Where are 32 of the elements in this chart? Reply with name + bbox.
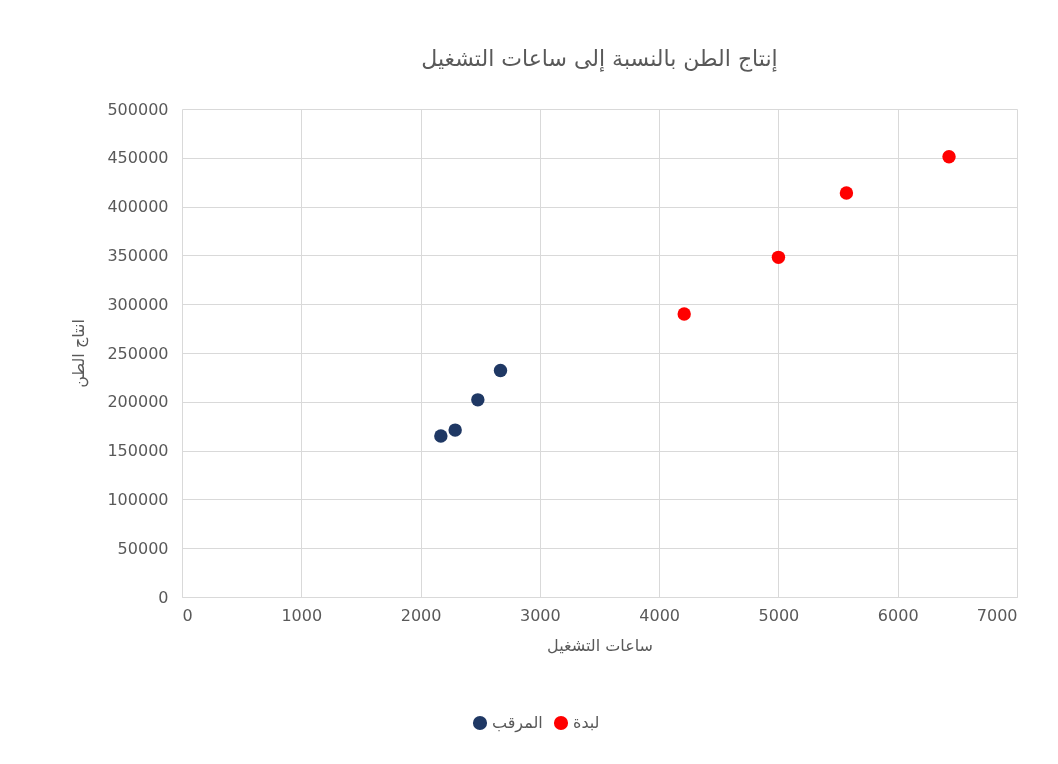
y-tick-label: 100000 [107, 489, 169, 509]
x-tick-label: 0 [182, 605, 193, 625]
y-tick-label: 50000 [117, 538, 169, 558]
chart-title: إنتاج الطن بالنسبة إلى ساعات التشغيل [421, 46, 778, 72]
y-tick-label: 450000 [107, 148, 169, 168]
legend-label: المرقب [492, 713, 543, 733]
point [493, 363, 508, 378]
x-tick-label: 4000 [639, 605, 680, 625]
point [942, 150, 956, 164]
point [471, 393, 485, 407]
y-axis-title: انتاج الطن [69, 319, 90, 388]
x-axis-title: ساعات التشغيل [547, 635, 653, 655]
x-tick-label: 5000 [758, 605, 800, 625]
x-tick-label: 6000 [877, 605, 919, 625]
point [771, 250, 786, 265]
y-tick-label: 300000 [107, 294, 169, 314]
y-tick-label: 250000 [107, 343, 169, 363]
x-tick-label: 3000 [520, 605, 561, 625]
point [839, 186, 854, 200]
point [448, 423, 462, 437]
y-tick-label: 500000 [107, 99, 169, 119]
x-tick-label: 2000 [400, 605, 442, 625]
legend-label: لبدة [573, 713, 600, 732]
y-tick-label: 350000 [107, 245, 169, 265]
point [677, 307, 691, 321]
point [434, 429, 448, 443]
y-tick-label: 0 [158, 587, 169, 607]
x-tick-label: 1000 [281, 605, 323, 625]
y-tick-label: 400000 [107, 197, 169, 217]
y-tick-label: 200000 [107, 392, 169, 412]
x-tick-label: 7000 [976, 605, 1018, 625]
y-tick-label: 150000 [107, 441, 169, 461]
